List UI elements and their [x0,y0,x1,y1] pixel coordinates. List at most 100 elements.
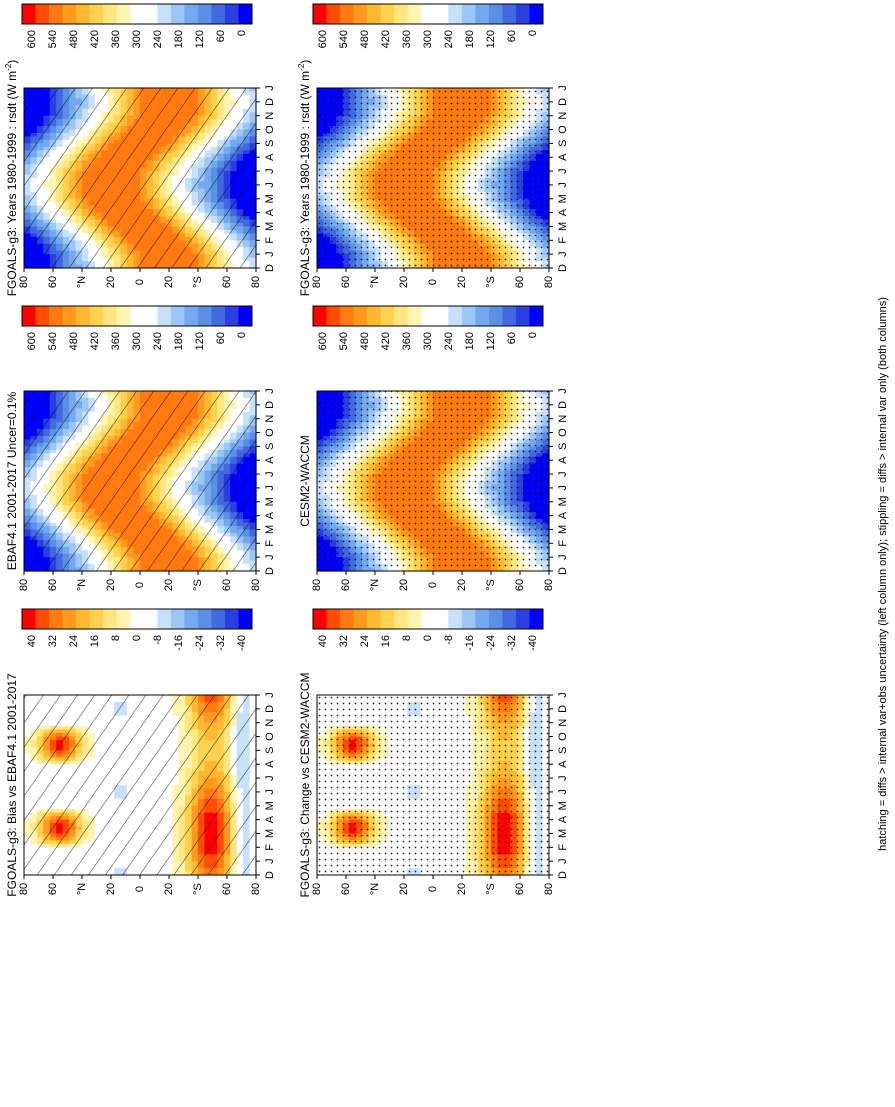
colorbar-swatch [238,4,252,24]
colorbar-label: 360 [110,30,122,48]
colorbar-label: 540 [47,30,59,48]
colorbar-swatch [22,4,36,24]
lat-tick-label: °N [76,276,88,288]
month-tick-label: A [264,208,276,216]
hatching-overlay [24,391,256,571]
colorbar-swatch [211,4,225,24]
colorbar-swatch [76,4,90,24]
colorbar-swatch [36,4,50,24]
colorbar-label: 300 [131,30,143,48]
lat-tick-label: 60 [47,579,59,591]
colorbar-label: 360 [110,332,122,350]
colorbar-swatch [49,4,63,24]
month-tick-label: M [264,194,276,203]
colorbar-swatch [90,306,104,326]
colorbar-swatch [225,4,239,24]
colorbar-swatch [63,306,77,326]
month-tick-label: N [264,112,276,120]
lat-tick-label: 80 [18,276,30,288]
lat-tick-label: 0 [134,279,146,285]
colorbar-label: 420 [89,332,101,350]
colorbar-swatch [22,306,36,326]
lat-tick-label: 80 [250,579,262,591]
colorbar-label: 120 [194,332,206,350]
month-tick-label: S [264,443,276,450]
month-tick-label: D [264,264,276,272]
colorbar-swatch [171,4,185,24]
colorbar-swatch [63,4,77,24]
colorbar-swatch [144,4,158,24]
month-tick-label: A [264,456,276,464]
colorbar-label: 120 [194,30,206,48]
month-tick-label: D [264,98,276,106]
lat-tick-label: 0 [134,582,146,588]
colorbar-label: 0 [236,332,248,338]
month-tick-label: J [264,485,276,491]
colorbar-swatch [49,306,63,326]
colorbar-label: 240 [152,30,164,48]
colorbar-label: 480 [68,30,80,48]
month-tick-label: D [264,567,276,575]
month-tick-label: A [264,153,276,161]
colorbar-label: 180 [173,332,185,350]
colorbar-label: 480 [68,332,80,350]
colorbar-swatch [198,306,212,326]
panel-title: EBAF4.1 2001-2017 Uncer=0.1% [5,391,19,570]
month-tick-label: S [264,140,276,147]
colorbar-swatch [225,306,239,326]
month-tick-label: J [264,388,276,394]
colorbar-swatch [238,306,252,326]
hatching-overlay [24,88,256,268]
colorbar-swatch [117,306,131,326]
colorbar-label: 240 [152,332,164,350]
month-tick-label: D [264,401,276,409]
month-tick-label: J [264,182,276,188]
colorbar-swatch [36,306,50,326]
lat-tick-label: 80 [250,276,262,288]
colorbar-swatch [211,306,225,326]
colorbar-swatch [130,4,144,24]
colorbar-swatch [184,4,198,24]
colorbar-swatch [117,4,131,24]
month-tick-label: M [264,222,276,231]
colorbar-swatch [144,306,158,326]
lat-tick-label: 20 [163,276,175,288]
lat-tick-label: 60 [47,276,59,288]
colorbar-label: 420 [89,30,101,48]
colorbar-swatch [76,306,90,326]
month-tick-label: F [264,237,276,244]
month-tick-label: A [264,511,276,519]
colorbar-swatch [157,4,171,24]
lat-tick-label: °S [192,579,204,591]
colorbar-label: 600 [26,332,38,350]
month-tick-label: J [264,554,276,560]
lat-tick-label: 80 [18,579,30,591]
month-tick-label: O [264,125,276,134]
month-tick-label: N [264,415,276,423]
month-tick-label: J [264,251,276,257]
month-tick-label: F [264,540,276,547]
month-tick-label: J [264,471,276,477]
month-tick-label: M [264,497,276,506]
lat-tick-label: °N [76,579,88,591]
colorbar-swatch [171,306,185,326]
lat-tick-label: 60 [221,579,233,591]
colorbar-swatch [184,306,198,326]
lat-tick-label: 20 [163,579,175,591]
month-tick-label: M [264,525,276,534]
colorbar-swatch [103,4,117,24]
colorbar-swatch [130,306,144,326]
colorbar-label: 60 [215,30,227,42]
lat-tick-label: 20 [105,276,117,288]
colorbar-label: 180 [173,30,185,48]
colorbar-label: 0 [236,30,248,36]
panel-title: FGOALS-g3: Years 1980-1999 : rsdt (W m-2… [4,60,19,297]
colorbar-swatch [198,4,212,24]
colorbar-swatch [103,306,117,326]
